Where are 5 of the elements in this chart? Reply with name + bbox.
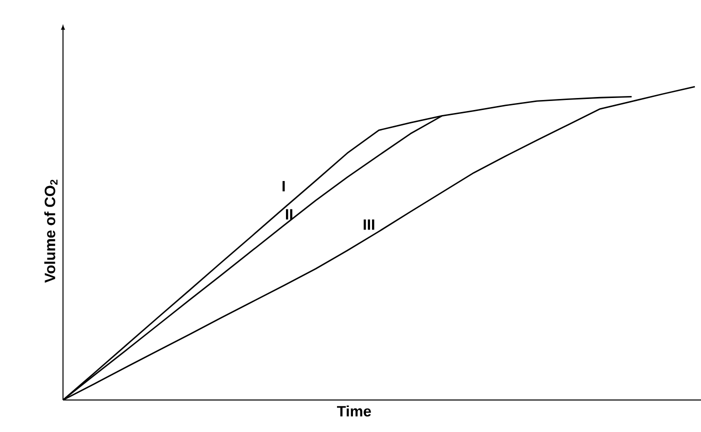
series-label: II	[286, 209, 292, 220]
x-axis-title: Time	[337, 406, 371, 416]
series-label: III	[364, 219, 374, 230]
series-label: I	[282, 181, 285, 192]
y-axis-title: Volume of CO$_{2}$	[44, 180, 58, 283]
